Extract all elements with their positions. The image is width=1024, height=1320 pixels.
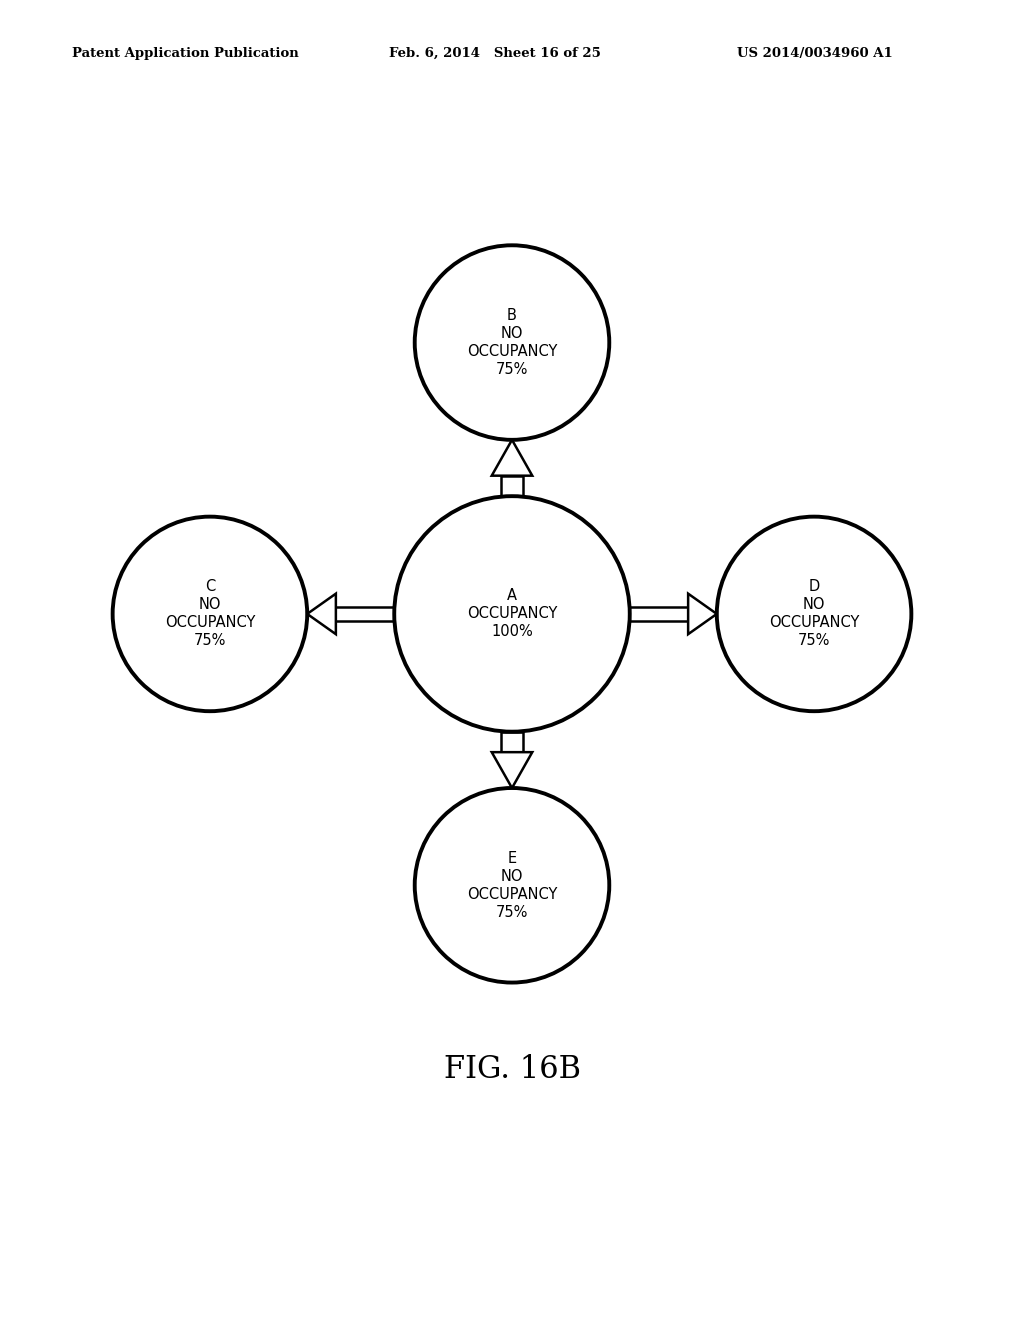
Polygon shape [688, 594, 717, 634]
Polygon shape [307, 594, 336, 634]
Circle shape [717, 516, 911, 711]
Circle shape [415, 788, 609, 982]
Text: Feb. 6, 2014   Sheet 16 of 25: Feb. 6, 2014 Sheet 16 of 25 [389, 46, 601, 59]
Text: B
NO
OCCUPANCY
75%: B NO OCCUPANCY 75% [467, 308, 557, 378]
Circle shape [113, 516, 307, 711]
Polygon shape [492, 752, 532, 788]
Text: E
NO
OCCUPANCY
75%: E NO OCCUPANCY 75% [467, 851, 557, 920]
Text: A
OCCUPANCY
100%: A OCCUPANCY 100% [467, 589, 557, 639]
Polygon shape [492, 440, 532, 475]
Polygon shape [501, 475, 523, 496]
Text: D
NO
OCCUPANCY
75%: D NO OCCUPANCY 75% [769, 579, 859, 648]
Circle shape [415, 246, 609, 440]
Text: C
NO
OCCUPANCY
75%: C NO OCCUPANCY 75% [165, 579, 255, 648]
Text: Patent Application Publication: Patent Application Publication [72, 46, 298, 59]
Text: FIG. 16B: FIG. 16B [443, 1055, 581, 1085]
Text: US 2014/0034960 A1: US 2014/0034960 A1 [737, 46, 893, 59]
Circle shape [394, 496, 630, 731]
Polygon shape [501, 731, 523, 752]
